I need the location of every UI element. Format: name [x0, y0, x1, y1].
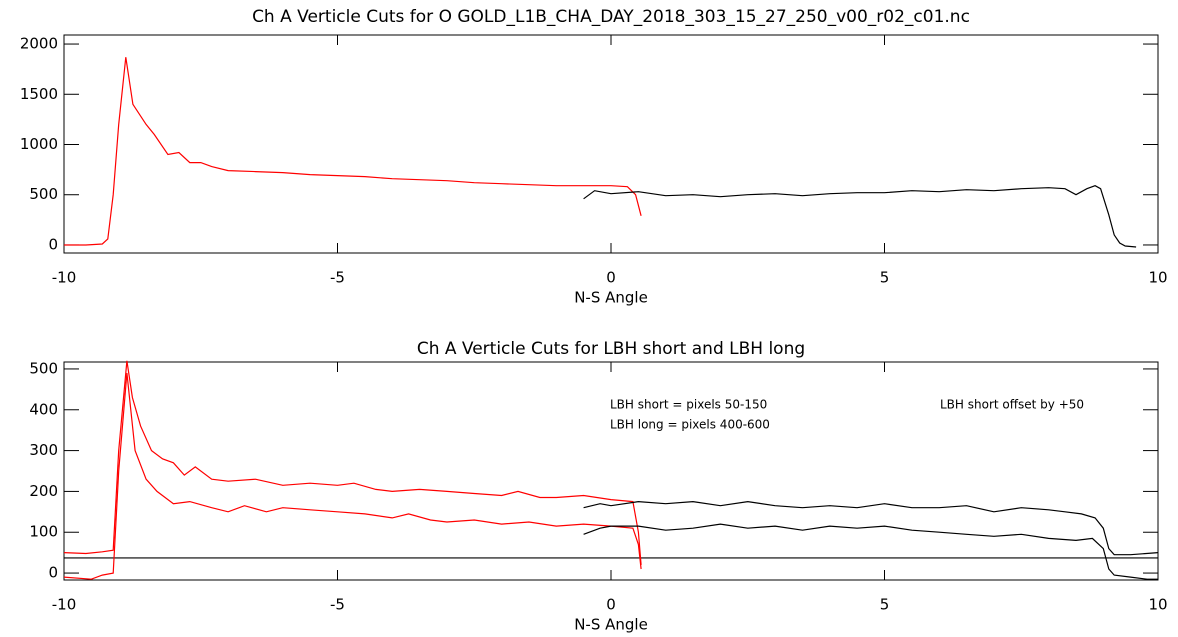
- x-tick-label: 5: [880, 269, 890, 287]
- data-line: [64, 57, 642, 246]
- y-tick-label: 300: [29, 441, 58, 459]
- y-tick-label: 2000: [20, 35, 58, 53]
- x-tick-label: -5: [330, 269, 345, 287]
- data-line: [583, 500, 1159, 556]
- x-axis-label: N-S Angle: [574, 616, 648, 634]
- y-tick-label: 500: [29, 185, 58, 203]
- x-axis-label: N-S Angle: [574, 289, 648, 307]
- x-tick-label: 10: [1148, 596, 1167, 614]
- data-line: [583, 185, 1137, 248]
- x-tick-label: -5: [330, 596, 345, 614]
- annotation: LBH long = pixels 400-600: [610, 418, 770, 432]
- y-tick-label: 500: [29, 359, 58, 377]
- x-tick-label: 0: [606, 269, 616, 287]
- annotation: LBH short = pixels 50-150: [610, 398, 767, 412]
- x-tick-label: -10: [52, 596, 77, 614]
- x-tick-label: -10: [52, 269, 77, 287]
- y-tick-label: 100: [29, 523, 58, 541]
- plot-frame: [63, 361, 1159, 581]
- annotation: LBH short offset by +50: [940, 398, 1084, 412]
- x-tick-label: 10: [1148, 269, 1167, 287]
- y-tick-label: 200: [29, 482, 58, 500]
- x-tick-label: 5: [880, 596, 890, 614]
- y-tick-label: 1000: [20, 135, 58, 153]
- data-line: [583, 523, 1158, 580]
- chart-title: Ch A Verticle Cuts for O GOLD_L1B_CHA_DA…: [252, 7, 970, 27]
- data-line: [63, 372, 642, 580]
- y-tick-label: 0: [48, 235, 58, 253]
- data-line: [63, 360, 642, 565]
- x-tick-label: 0: [606, 596, 616, 614]
- y-tick-label: 0: [48, 564, 58, 582]
- y-tick-label: 400: [29, 400, 58, 418]
- plot-frame: [63, 34, 1159, 254]
- y-tick-label: 1500: [20, 85, 58, 103]
- chart-title: Ch A Verticle Cuts for LBH short and LBH…: [417, 339, 805, 359]
